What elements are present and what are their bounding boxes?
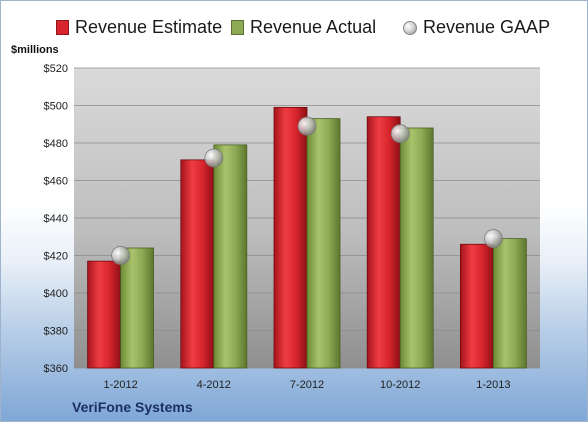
legend-item-0: Revenue Estimate xyxy=(56,17,222,38)
y-tick-label: $380 xyxy=(44,326,68,338)
legend-label: Revenue Estimate xyxy=(75,17,223,37)
bars-group xyxy=(87,106,527,369)
y-tick-label: $400 xyxy=(44,288,68,300)
y-axis-unit-label: $millions xyxy=(11,44,59,56)
company-name: VeriFone Systems xyxy=(72,399,193,415)
bar-revenue-estimate xyxy=(459,243,494,369)
legend-item-1: Revenue Actual xyxy=(231,17,376,38)
x-tick-label: 10-2012 xyxy=(380,379,420,391)
x-axis-ticks: 1-2012 4-2012 7-2012 10-2012 1-2013 xyxy=(103,379,510,391)
legend-swatch xyxy=(56,20,69,35)
bar-revenue-actual xyxy=(213,144,248,369)
x-tick-label: 1-2013 xyxy=(476,379,510,391)
legend-item-2: Revenue GAAP xyxy=(403,17,550,38)
y-tick-label: $440 xyxy=(44,213,68,225)
marker-revenue-gaap xyxy=(297,116,317,136)
marker-revenue-gaap xyxy=(204,148,224,168)
bar-revenue-estimate xyxy=(87,260,121,369)
bar-revenue-estimate xyxy=(180,159,215,369)
marker-revenue-gaap xyxy=(111,246,130,265)
bar-revenue-actual xyxy=(492,238,527,369)
y-tick-label: $420 xyxy=(44,251,68,263)
y-tick-label: $520 xyxy=(44,63,68,75)
y-tick-label: $480 xyxy=(44,138,68,150)
bar-revenue-estimate xyxy=(273,106,308,369)
x-tick-label: 4-2012 xyxy=(197,379,231,391)
marker-revenue-gaap xyxy=(390,124,410,143)
bar-revenue-actual xyxy=(306,118,341,369)
y-tick-label: $460 xyxy=(44,176,68,188)
legend-label: Revenue Actual xyxy=(250,17,377,37)
legend-label: Revenue GAAP xyxy=(423,17,551,37)
y-tick-label: $360 xyxy=(44,363,68,375)
legend: Revenue Estimate Revenue Actual Revenue GA… xyxy=(1,13,587,43)
bar-revenue-actual xyxy=(399,127,434,369)
bar-revenue-estimate xyxy=(366,116,401,369)
x-tick-label: 1-2012 xyxy=(103,379,137,391)
y-axis-ticks: $360 $380 $400 $420 $440 $460 $480 $500 $520 xyxy=(44,63,68,375)
legend-swatch xyxy=(231,20,244,35)
legend-marker-bubble xyxy=(403,20,417,35)
y-tick-label: $500 xyxy=(44,101,68,113)
marker-revenue-gaap xyxy=(484,229,503,248)
gaap-markers-group xyxy=(111,116,503,265)
bar-revenue-actual xyxy=(120,247,154,369)
x-tick-label: 7-2012 xyxy=(290,379,324,391)
